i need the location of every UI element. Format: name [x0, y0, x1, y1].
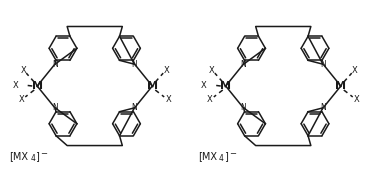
Text: N: N — [52, 60, 58, 69]
Text: X: X — [201, 80, 207, 90]
Text: N: N — [320, 60, 326, 69]
Text: N: N — [241, 103, 246, 112]
Text: X: X — [209, 66, 215, 75]
Text: X: X — [163, 66, 169, 75]
Text: N: N — [132, 103, 137, 112]
Text: X: X — [20, 66, 26, 75]
Text: [MX: [MX — [9, 151, 28, 161]
Text: X: X — [354, 95, 359, 104]
Text: M: M — [147, 81, 158, 91]
Text: X: X — [12, 80, 18, 90]
Text: N: N — [241, 60, 246, 69]
Text: X: X — [165, 95, 171, 104]
Text: [MX: [MX — [198, 151, 217, 161]
Text: N: N — [52, 103, 58, 112]
Text: 4: 4 — [30, 155, 35, 163]
Text: X: X — [207, 95, 213, 104]
Text: ]: ] — [35, 151, 39, 161]
Text: X: X — [352, 66, 358, 75]
Text: M: M — [220, 81, 231, 91]
Text: M: M — [335, 81, 346, 91]
Text: 4: 4 — [219, 155, 224, 163]
Text: N: N — [320, 103, 326, 112]
Text: X: X — [19, 95, 24, 104]
Text: M: M — [32, 81, 43, 91]
Text: −: − — [40, 150, 47, 158]
Text: −: − — [229, 150, 236, 158]
Text: ]: ] — [224, 151, 228, 161]
Text: N: N — [132, 60, 137, 69]
